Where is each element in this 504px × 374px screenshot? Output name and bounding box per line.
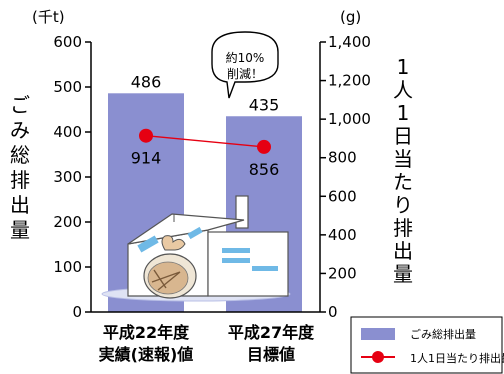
bar-value-label-1: 486 [131,72,162,91]
reduction-callout: 約10%削減！ [211,31,279,99]
right-tick-label: 600 [328,187,357,205]
left-tick-label: 600 [53,33,82,51]
svg-text:排: 排 [393,216,413,240]
svg-text:出: 出 [10,193,30,217]
legend-bar-swatch [361,328,395,340]
line-value-label-2: 856 [249,160,280,179]
right-tick-label: 1,000 [328,110,371,128]
svg-text:日: 日 [393,124,413,148]
legend-line-marker [372,351,384,363]
garbage-bag-icon [143,235,197,299]
line-point-2 [257,139,271,154]
svg-text:約10%削減！: 約10%削減！ [226,50,265,81]
right-tick-label: 0 [328,303,338,321]
category-label-1: 平成22年度実績(速報)値 [99,323,194,364]
svg-text:り: り [393,193,413,217]
legend: ごみ総排出量 1人1日当たり排出量 [350,316,504,374]
bar-value-label-2: 435 [249,95,280,114]
right-tick-label: 200 [328,264,357,282]
svg-text:量: 量 [10,218,30,242]
svg-text:当: 当 [393,147,413,171]
per-capita-line [145,135,265,148]
right-axis-title: 1人1日当たり排出量 [393,55,413,286]
svg-text:量: 量 [393,262,413,286]
left-tick-label: 300 [53,168,82,186]
legend-bar-label: ごみ総排出量 [410,327,476,341]
left-axis-unit: (千t) [32,8,65,26]
svg-text:み: み [10,118,30,142]
left-tick-label: 500 [53,78,82,96]
right-axis-unit: (g) [340,8,361,26]
right-tick-label: 1,400 [328,33,371,51]
svg-text:総: 総 [10,143,30,167]
right-tick-label: 800 [328,149,357,167]
left-tick-label: 400 [53,123,82,141]
line-value-label-1: 914 [131,149,162,168]
left-axis-title: ごみ総排出量 [10,93,30,242]
line-point-1 [139,128,153,143]
svg-text:ご: ご [10,93,30,117]
category-label-2: 平成27年度目標値 [228,323,315,364]
left-tick-label: 0 [72,303,82,321]
svg-text:1: 1 [397,55,410,79]
left-tick-label: 100 [53,258,82,276]
legend-line-label: 1人1日当たり排出量 [410,351,504,365]
right-tick-label: 400 [328,226,357,244]
svg-text:出: 出 [393,239,413,263]
svg-text:人: 人 [393,78,413,102]
svg-text:た: た [393,170,413,194]
factory-illustration [101,195,291,302]
left-tick-label: 200 [53,213,82,231]
svg-text:排: 排 [10,168,30,192]
svg-text:1: 1 [397,101,410,125]
right-tick-label: 1,200 [328,72,371,90]
